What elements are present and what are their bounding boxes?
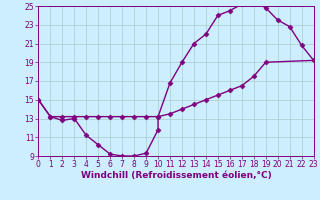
X-axis label: Windchill (Refroidissement éolien,°C): Windchill (Refroidissement éolien,°C) (81, 171, 271, 180)
